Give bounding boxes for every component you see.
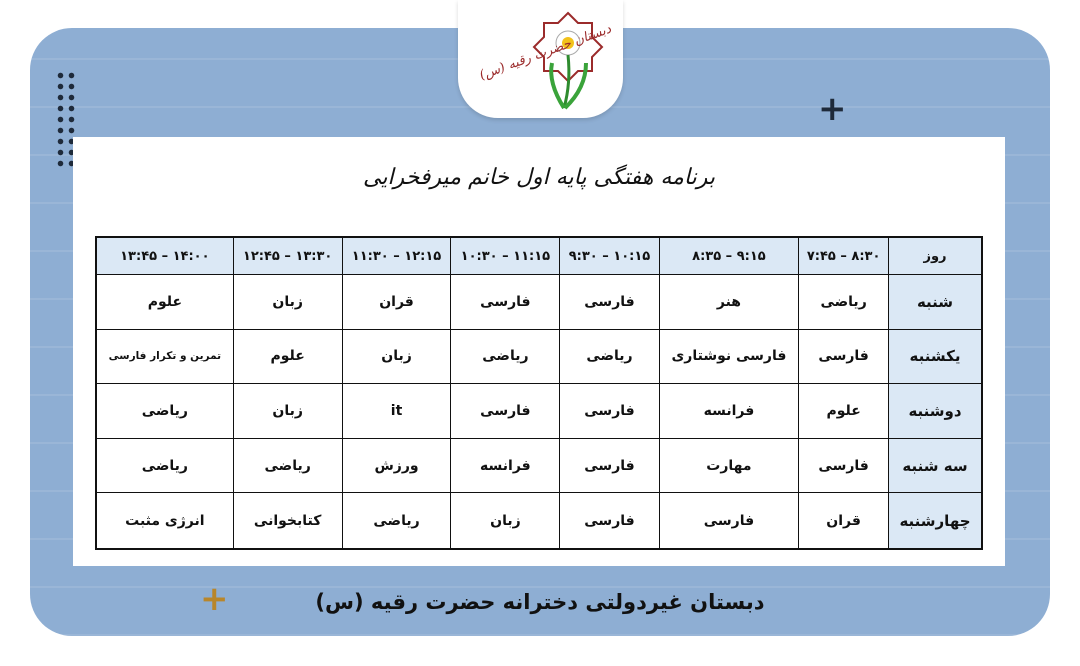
page-title: برنامه هفتگی پایه اول خانم میرفخرایی [362, 165, 715, 190]
subject-cell: هنر [658, 274, 800, 330]
subject-cell: فارسی [798, 328, 889, 385]
subject-cell: فارسی [450, 274, 561, 330]
subject-cell: فارسی [450, 383, 561, 439]
schedule-panel: برنامه هفتگی پایه اول خانم میرفخرایی روز… [73, 137, 1005, 566]
subject-cell: انرژی مثبت [95, 492, 234, 550]
subject-cell: ریاضی [95, 437, 234, 494]
subject-cell: علوم [798, 383, 889, 439]
table-row: دوشنبه علوم فرانسه فارسی فارسی it زبان ریاضی [95, 383, 983, 439]
subject-cell: قران [798, 492, 889, 550]
table-row: شنبه ریاضی هنر فارسی فارسی قران زبان علوم [95, 274, 983, 330]
plus-decoration-icon: + [818, 89, 847, 129]
header-time-slot: ۷:۴۵ – ۸:۳۰ [798, 236, 889, 275]
subject-cell: ریاضی [232, 437, 343, 494]
subject-cell: فارسی [559, 274, 660, 330]
header-day: روز [888, 236, 983, 275]
subject-cell: علوم [95, 274, 234, 330]
subject-cell: ریاضی [559, 328, 660, 385]
school-name-footer: دبستان غیردولتی دخترانه حضرت رقیه (س) [315, 590, 765, 614]
day-cell: چهارشنبه [888, 492, 983, 550]
subject-cell: زبان [450, 492, 561, 550]
header-time-slot: ۱۳:۴۵ – ۱۴:۰۰ [95, 236, 234, 275]
subject-cell: فارسی نوشتاری [658, 328, 800, 385]
subject-cell: مهارت [658, 437, 800, 494]
dots-decoration-icon [55, 70, 77, 170]
schedule-table: روز ۷:۴۵ – ۸:۳۰ ۸:۳۵ – ۹:۱۵ ۹:۳۰ – ۱۰:۱۵ ۱۰:… [95, 236, 983, 550]
school-logo: دبستان حضرت رقیه (س) [458, 0, 623, 118]
subject-cell: زبان [232, 274, 343, 330]
day-cell: شنبه [888, 274, 983, 330]
table-row: چهارشنبه قران فارسی فارسی زبان ریاضی کتابخوانی… [95, 492, 983, 550]
subject-cell: زبان [232, 383, 343, 439]
subject-cell: تمرین و تکرار فارسی [95, 328, 234, 385]
day-cell: یکشنبه [888, 328, 983, 385]
subject-cell: فارسی [559, 492, 660, 550]
subject-cell: ریاضی [95, 383, 234, 439]
subject-cell: فارسی [658, 492, 800, 550]
subject-cell: قران [341, 274, 452, 330]
table-row: سه شنبه فارسی مهارت فارسی فرانسه ورزش ریاضی ریا… [95, 437, 983, 494]
subject-cell: زبان [341, 328, 452, 385]
subject-cell: فارسی [559, 383, 660, 439]
subject-cell: ریاضی [450, 328, 561, 385]
header-time-slot: ۱۲:۴۵ – ۱۳:۳۰ [232, 236, 343, 275]
subject-cell: فارسی [798, 437, 889, 494]
day-cell: دوشنبه [888, 383, 983, 439]
header-time-slot: ۱۰:۳۰ – ۱۱:۱۵ [450, 236, 561, 275]
subject-cell: ورزش [341, 437, 452, 494]
subject-cell: فرانسه [658, 383, 800, 439]
subject-cell: علوم [232, 328, 343, 385]
header-time-slot: ۸:۳۵ – ۹:۱۵ [658, 236, 800, 275]
subject-cell: ریاضی [798, 274, 889, 330]
narcissus-flower-icon [532, 11, 604, 110]
subject-cell: کتابخوانی [232, 492, 343, 550]
subject-cell: ریاضی [341, 492, 452, 550]
plus-decoration-icon: + [200, 579, 229, 619]
header-time-slot: ۱۱:۳۰ – ۱۲:۱۵ [341, 236, 452, 275]
subject-cell: فارسی [559, 437, 660, 494]
subject-cell: فرانسه [450, 437, 561, 494]
subject-cell: it [341, 383, 452, 439]
header-time-slot: ۹:۳۰ – ۱۰:۱۵ [559, 236, 660, 275]
table-row: یکشنبه فارسی فارسی نوشتاری ریاضی ریاضی زبان عل… [95, 328, 983, 385]
day-cell: سه شنبه [888, 437, 983, 494]
